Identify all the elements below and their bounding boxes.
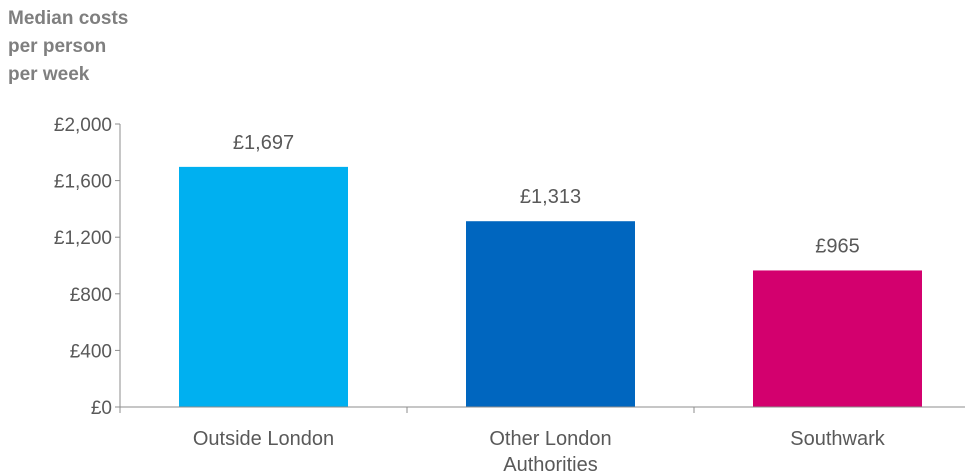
bar	[179, 166, 348, 407]
x-category-label: Other London	[489, 428, 611, 450]
data-label: £965	[815, 235, 860, 257]
y-axis: £0 £400 £800 £1,200 £1,600 £2,000	[54, 115, 121, 419]
data-label: £1,697	[233, 132, 294, 154]
y-tick-label: £1,200	[54, 228, 112, 249]
data-label: £1,313	[520, 186, 581, 208]
chart-title: Median costs per person per week	[8, 8, 128, 85]
bar	[753, 270, 922, 407]
x-axis: Outside London Other London Authorities Sou…	[119, 406, 965, 476]
bar	[466, 221, 635, 407]
bars: £1,697 £1,313 £965	[179, 132, 922, 407]
y-tick-label: £800	[70, 285, 112, 306]
y-tick-label: £2,000	[54, 115, 112, 136]
y-tick-label: £0	[91, 398, 112, 419]
chart-title-line: per person	[8, 36, 106, 57]
chart-title-line: Median costs	[8, 8, 128, 29]
x-category-label: Southwark	[790, 428, 885, 450]
y-tick-label: £1,600	[54, 172, 112, 193]
x-category-label: Authorities	[503, 454, 598, 476]
chart-title-line: per week	[8, 64, 90, 85]
y-tick-label: £400	[70, 341, 112, 362]
x-category-label: Outside London	[193, 428, 334, 450]
